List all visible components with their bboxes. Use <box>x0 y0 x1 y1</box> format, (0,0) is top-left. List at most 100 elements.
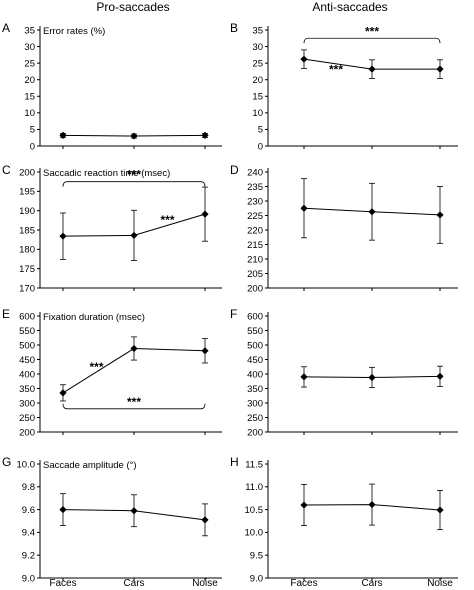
y-tick-label-d: 205 <box>247 269 263 280</box>
y-tick-label-a: 5 <box>30 125 35 136</box>
y-tick-label-d: 240 <box>247 167 263 178</box>
data-point-a <box>130 132 138 140</box>
y-tick-label-f: 600 <box>247 311 263 322</box>
panel-g: G 9.0 9.2 9.4 9.6 9.8 10.0 Saccade amplitude (°… <box>2 455 222 584</box>
y-tick-label-c: 180 <box>19 245 35 256</box>
y-tick-label-d: 200 <box>247 283 263 294</box>
y-tick-label-c: 195 <box>19 187 35 198</box>
y-tick-label-h: 11.5 <box>245 459 263 470</box>
y-tick-label-b: 10 <box>252 108 263 119</box>
x-label-noise-right: Noise <box>427 578 453 589</box>
y-tick-label-d: 225 <box>247 211 263 222</box>
data-point-a <box>201 131 209 139</box>
column-title-anti-saccades: Anti-saccades <box>312 0 387 14</box>
panel-title-c: Saccadic reaction time (msec) <box>43 168 170 179</box>
data-point-e <box>201 347 209 355</box>
y-tick-label-e: 400 <box>19 369 35 380</box>
significance-bracket-e <box>62 403 206 410</box>
panel-letter-a: A <box>2 21 10 35</box>
y-tick-label-g: 9.6 <box>22 505 35 516</box>
y-tick-label-a: 15 <box>24 92 35 103</box>
data-point-c <box>201 210 209 218</box>
y-tick-label-a: 30 <box>24 42 35 53</box>
y-tick-label-b: 15 <box>252 92 263 103</box>
panel-f: F 200 250 300 350 400 450 500 550 600 <box>230 307 458 438</box>
y-tick-label-d: 210 <box>247 254 263 265</box>
y-tick-label-f: 400 <box>247 369 263 380</box>
y-tick-label-f: 350 <box>247 384 263 395</box>
y-tick-label-b: 30 <box>252 42 263 53</box>
significance-stars-b: *** <box>365 24 379 38</box>
data-point-f <box>300 373 308 381</box>
y-tick-label-a: 35 <box>24 25 35 36</box>
data-point-b <box>300 55 308 63</box>
y-tick-label-h: 9.5 <box>250 551 263 562</box>
data-point-f <box>436 372 444 380</box>
y-tick-label-e: 200 <box>19 427 35 438</box>
y-tick-label-d: 220 <box>247 225 263 236</box>
significance-stars-e: *** <box>89 360 103 374</box>
y-tick-label-e: 550 <box>19 326 35 337</box>
significance-stars-c: *** <box>160 213 174 227</box>
y-tick-label-c: 190 <box>19 206 35 217</box>
significance-bracket-b <box>303 37 441 44</box>
panel-e: E 200 250 300 350 400 450 500 550 600 Fixation dur… <box>2 307 222 438</box>
y-tick-label-g: 9.0 <box>22 573 35 584</box>
y-tick-label-f: 300 <box>247 398 263 409</box>
y-tick-label-c: 175 <box>19 264 35 275</box>
y-tick-label-f: 550 <box>247 326 263 337</box>
significance-bracket-c <box>62 181 206 187</box>
y-tick-label-h: 10.0 <box>245 528 264 539</box>
y-tick-label-e: 600 <box>19 311 35 322</box>
data-point-c <box>130 231 138 240</box>
y-tick-label-a: 0 <box>30 141 35 152</box>
x-category-labels: Faces Cars Noise Faces Cars Noise <box>49 578 453 589</box>
y-tick-label-a: 25 <box>24 58 35 69</box>
panel-a: A 0 5 10 15 20 25 30 35 Error rates (%) <box>2 21 222 152</box>
panel-letter-b: B <box>230 21 238 35</box>
x-label-noise-left: Noise <box>192 578 218 589</box>
y-tick-label-d: 215 <box>247 240 263 251</box>
data-point-h <box>300 501 308 509</box>
y-tick-label-g: 9.2 <box>22 551 35 562</box>
y-tick-label-c: 185 <box>19 225 35 236</box>
panel-title-g: Saccade amplitude (°) <box>43 460 137 471</box>
y-tick-label-c: 200 <box>19 167 35 178</box>
panel-h: H 9.0 9.5 10.0 10.5 11.0 11.5 <box>230 455 458 584</box>
y-tick-label-f: 200 <box>247 427 263 438</box>
y-tick-label-b: 35 <box>252 25 263 36</box>
y-tick-label-a: 10 <box>24 108 35 119</box>
data-point-b <box>436 65 444 73</box>
data-point-e <box>59 389 67 397</box>
panel-letter-d: D <box>230 163 239 177</box>
y-tick-label-e: 350 <box>19 384 35 395</box>
data-point-h <box>368 500 376 509</box>
data-point-d <box>436 211 444 219</box>
panel-letter-f: F <box>230 307 237 321</box>
data-point-g <box>59 506 67 514</box>
y-tick-label-g: 9.8 <box>22 482 35 493</box>
y-tick-label-b: 20 <box>252 75 263 86</box>
y-tick-label-f: 450 <box>247 355 263 366</box>
data-point-g <box>130 507 138 515</box>
data-point-d <box>368 208 376 216</box>
data-point-h <box>436 506 444 514</box>
y-tick-label-g: 10.0 <box>17 459 36 470</box>
panel-letter-e: E <box>2 307 10 321</box>
panel-b: B 0 5 10 15 20 25 30 35 *** *** <box>230 21 458 152</box>
x-label-faces-right: Faces <box>290 578 317 589</box>
y-tick-label-a: 20 <box>24 75 35 86</box>
data-point-f <box>368 373 376 382</box>
data-point-b <box>368 65 376 73</box>
x-label-cars-left: Cars <box>123 578 144 589</box>
data-point-c <box>59 232 67 240</box>
y-tick-label-d: 235 <box>247 182 263 193</box>
panel-c: C 170 175 180 185 190 195 200 Saccadic reaction … <box>2 163 222 294</box>
y-tick-label-e: 500 <box>19 340 35 351</box>
significance-stars-b: *** <box>329 63 343 77</box>
y-tick-label-h: 10.5 <box>245 505 264 516</box>
y-tick-label-b: 5 <box>258 125 263 136</box>
y-tick-label-c: 170 <box>19 283 35 294</box>
panel-letter-h: H <box>230 455 239 469</box>
